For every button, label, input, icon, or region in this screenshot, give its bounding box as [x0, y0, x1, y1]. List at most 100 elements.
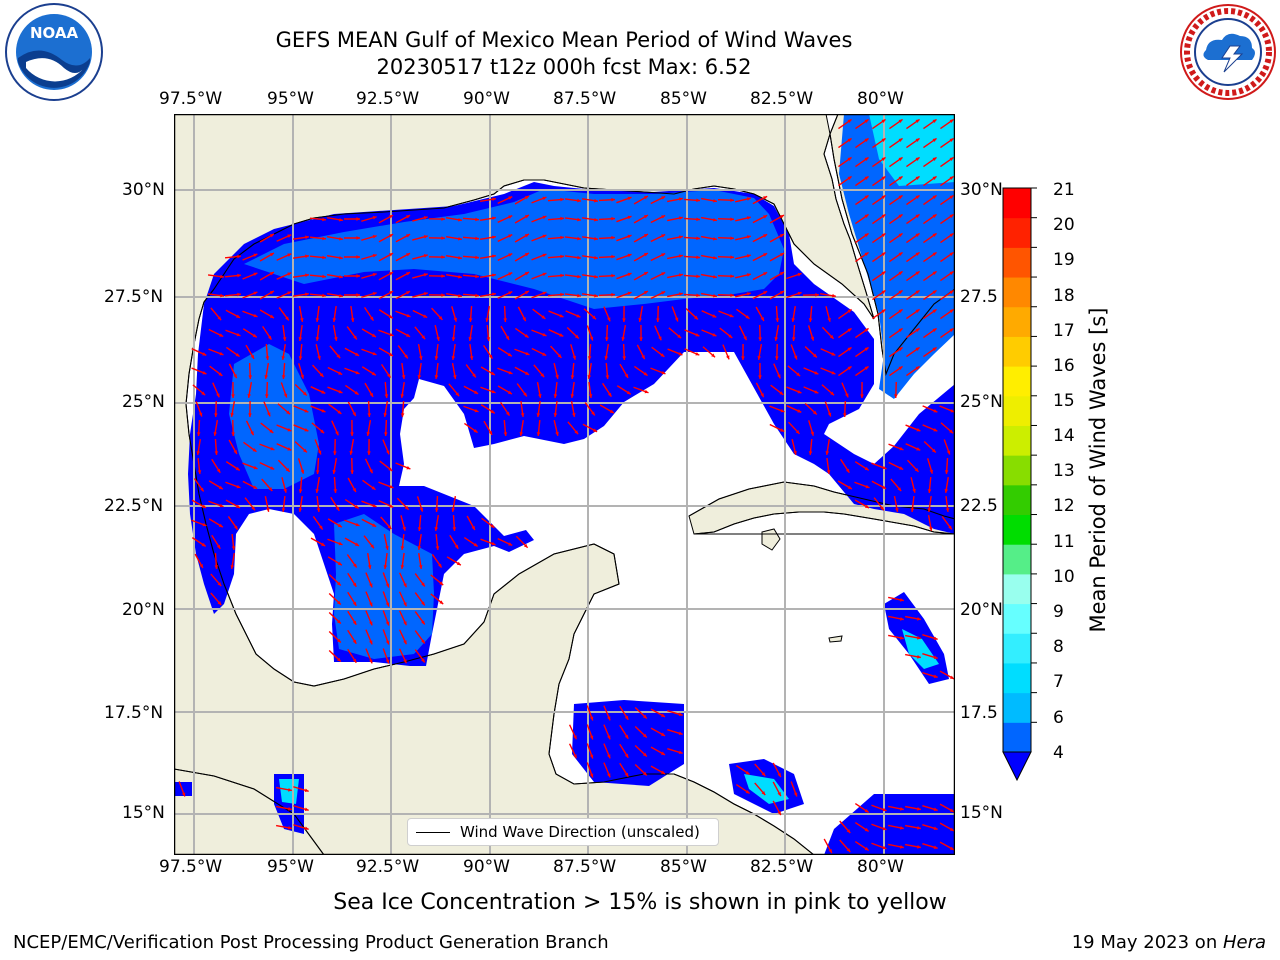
wind-wave-arrow — [344, 347, 360, 357]
wind-wave-arrow — [775, 305, 780, 323]
wind-wave-arrow — [888, 443, 904, 451]
wind-wave-arrow — [292, 292, 310, 297]
wind-wave-arrow — [483, 420, 493, 436]
wind-wave-arrow — [207, 274, 225, 279]
wind-wave-arrow — [752, 252, 768, 262]
wind-wave-arrow — [940, 213, 954, 225]
wind-wave-arrow — [923, 440, 937, 454]
wind-wave-arrow — [667, 710, 683, 717]
fill-band-2-south — [824, 794, 955, 855]
wind-wave-arrow — [791, 305, 796, 323]
wind-wave-arrow — [428, 236, 446, 240]
wind-wave-arrow — [584, 402, 596, 416]
wind-wave-arrow — [906, 156, 920, 168]
wind-wave-arrow — [922, 653, 938, 660]
wind-wave-arrow — [905, 443, 921, 451]
colorbar-segment — [1003, 573, 1031, 605]
wind-wave-arrow — [906, 194, 920, 206]
wind-wave-arrow — [804, 402, 818, 416]
colorbar-segment — [1003, 514, 1031, 545]
wind-wave-arrow — [650, 214, 666, 224]
wind-wave-arrow — [855, 137, 869, 149]
wind-wave-arrow — [717, 293, 735, 298]
lat-tick-left: 20°N — [122, 600, 165, 620]
wind-wave-arrow — [276, 786, 292, 792]
colorbar-segment — [1003, 366, 1031, 397]
wind-wave-arrow — [343, 217, 361, 221]
wind-wave-arrow — [230, 552, 235, 570]
wind-wave-arrow — [922, 634, 938, 641]
wind-wave-arrow — [791, 439, 797, 455]
wind-wave-arrow — [825, 306, 831, 322]
colorbar-segment — [1003, 722, 1031, 753]
wind-wave-arrow — [565, 310, 581, 318]
wind-wave-arrow — [446, 556, 462, 566]
fill-band-4-west — [229, 344, 319, 489]
wind-wave-arrow — [940, 118, 954, 130]
wind-wave-arrow — [786, 272, 802, 280]
wind-wave-arrow — [327, 538, 343, 546]
wind-wave-arrow — [242, 272, 258, 280]
wind-wave-arrow — [363, 535, 375, 549]
wind-wave-arrow — [889, 156, 903, 168]
wind-wave-arrow — [298, 495, 303, 513]
wind-wave-arrow — [276, 424, 292, 432]
colorbar-tick: 6 — [1053, 708, 1064, 728]
wind-wave-arrow — [923, 251, 937, 263]
wind-wave-arrow — [684, 348, 700, 356]
wind-wave-arrow — [757, 343, 763, 361]
wind-wave-arrow — [719, 327, 733, 339]
wind-wave-arrow — [380, 363, 392, 379]
lat-tick-left: 22.5°N — [104, 496, 164, 516]
wind-wave-arrow — [242, 291, 258, 299]
colorbar-segment — [1003, 633, 1031, 664]
wind-wave-arrow — [906, 270, 920, 282]
wind-wave-arrow — [327, 556, 343, 566]
colorbar-segment — [1003, 306, 1031, 337]
wind-wave-arrow — [277, 403, 291, 415]
wind-wave-arrow — [619, 743, 629, 759]
wind-wave-arrow — [735, 292, 751, 298]
wind-wave-arrow — [619, 724, 629, 740]
wind-wave-arrow — [717, 274, 735, 279]
wind-wave-arrow — [400, 533, 405, 551]
wind-wave-arrow — [531, 215, 547, 223]
wind-wave-arrow — [396, 497, 410, 511]
wind-wave-arrow — [281, 495, 286, 513]
colorbar-segment — [1003, 336, 1031, 367]
wind-wave-arrow — [701, 310, 717, 318]
wind-wave-arrow — [282, 324, 287, 342]
colorbar — [1002, 187, 1037, 782]
footer-credit: NCEP/EMC/Verification Post Processing Pr… — [13, 932, 609, 953]
wind-wave-arrow — [860, 381, 864, 399]
wind-wave-arrow — [736, 308, 750, 320]
wind-wave-arrow — [838, 308, 852, 320]
wind-wave-arrow — [564, 198, 582, 203]
wind-wave-arrow — [855, 156, 869, 168]
wind-wave-arrow — [398, 591, 408, 607]
wind-wave-arrow — [480, 386, 496, 394]
wind-wave-arrow — [838, 175, 852, 187]
wind-wave-arrow — [598, 235, 616, 240]
wind-wave-arrow — [667, 235, 683, 241]
wind-wave-arrow — [294, 441, 308, 453]
wind-wave-arrow — [214, 400, 218, 418]
wind-wave-arrow — [889, 365, 903, 377]
wind-wave-arrow — [633, 290, 649, 300]
wind-wave-arrow — [636, 344, 646, 360]
wind-wave-arrow — [449, 534, 459, 550]
wind-wave-arrow — [940, 194, 954, 206]
wind-wave-arrow — [395, 462, 411, 470]
wind-wave-arrow — [944, 476, 949, 494]
wind-wave-arrow — [191, 499, 207, 509]
wind-wave-arrow — [210, 573, 222, 587]
wind-wave-arrow — [905, 653, 921, 659]
wind-wave-arrow — [769, 405, 785, 413]
wind-wave-arrow — [701, 329, 717, 337]
wind-wave-arrow — [599, 404, 615, 414]
wind-wave-arrow — [428, 217, 446, 221]
wind-wave-arrow — [431, 554, 443, 568]
wind-wave-arrow — [650, 252, 666, 262]
colorbar-segment — [1003, 217, 1031, 248]
wind-wave-arrow — [361, 216, 377, 222]
